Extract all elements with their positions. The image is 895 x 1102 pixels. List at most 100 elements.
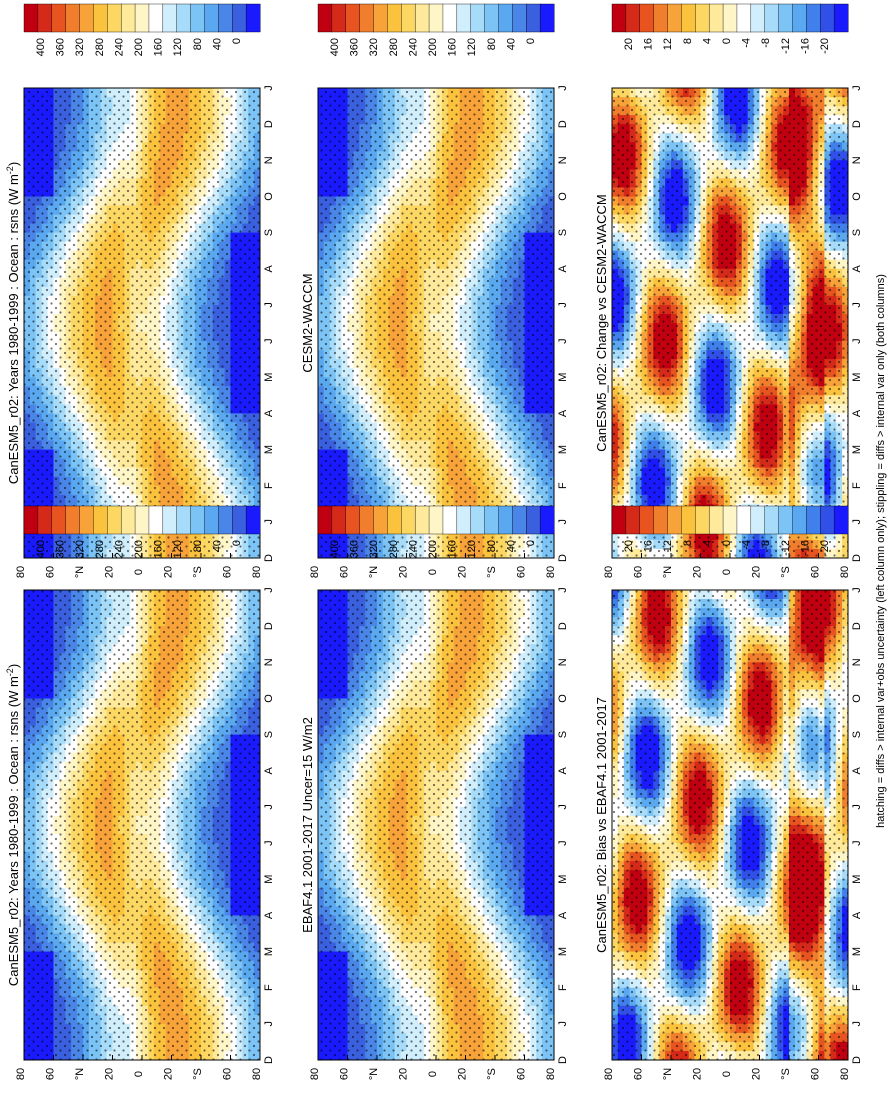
colorbar-swatch [148, 3, 164, 33]
month-tick-label: M [263, 373, 275, 382]
colorbar: 400 360 320 280 240 200 160 120 80 40 0 [23, 3, 261, 56]
colorbar-swatch [162, 3, 178, 33]
colorbar-swatch [373, 3, 388, 33]
month-tick-label: J [557, 338, 569, 344]
colorbar-swatch [218, 3, 233, 33]
colorbar-swatch [23, 3, 39, 33]
colorbar-tick-label: 320 [74, 38, 86, 56]
colorbar-tick-label: 200 [133, 38, 145, 56]
lat-tick-label: 60 [516, 566, 528, 578]
lat-tick-label: 80 [15, 566, 27, 578]
colorbar-tick-label: 40 [505, 38, 517, 50]
month-tick-label: A [557, 264, 569, 272]
colorbar-swatch [470, 3, 486, 33]
month-tick-label: D [557, 554, 569, 562]
figure-footnote: hatching = diffs > internal var+obs unce… [875, 274, 887, 828]
colorbar-tick-label: 400 [329, 38, 341, 56]
lat-tick-label: 0 [133, 569, 145, 575]
lat-tick-label: °S [192, 566, 204, 578]
stippling-overlay [318, 88, 554, 558]
month-tick-label: J [557, 85, 569, 91]
lat-tick-label: 80 [251, 566, 263, 578]
colorbar-tick-label: 280 [388, 38, 400, 56]
month-tick-label: A [263, 264, 275, 272]
month-tick-label: D [263, 120, 275, 128]
month-tick-label: N [557, 156, 569, 164]
panel-5: 80 60 °N 20 0 20 °S 60 80DJFMAMJJASONDJCanESM5_r… [594, 3, 863, 578]
colorbar-swatch [232, 3, 247, 33]
colorbar-tick-label: 120 [172, 38, 184, 56]
colorbar-swatch [317, 3, 333, 33]
month-tick-label: O [263, 192, 275, 201]
lat-tick-label: 80 [545, 566, 557, 578]
month-tick-label: M [557, 445, 569, 454]
lat-tick-label: °N [368, 566, 380, 578]
colorbar-tick-label: 360 [55, 38, 67, 56]
colorbar: 400 360 320 280 240 200 160 120 80 40 0 [317, 3, 555, 56]
month-tick-label: D [557, 120, 569, 128]
panels: 80 60 °N 20 0 20 °S 60 80DJFMAMJJASONDJCanESM5_r… [5, 3, 863, 1080]
lat-tick-label: 0 [427, 569, 439, 575]
colorbar-swatch [65, 3, 81, 33]
colorbar-swatch [204, 3, 219, 33]
month-tick-label: A [263, 409, 275, 417]
colorbar-swatch [79, 3, 94, 33]
month-tick-label: N [263, 156, 275, 164]
colorbar-swatch [120, 3, 136, 33]
colorbar-swatch [526, 3, 541, 33]
colorbar-tick-label: 80 [192, 38, 204, 50]
colorbar-tick-label: 80 [486, 38, 498, 50]
colorbar-swatch [387, 3, 402, 33]
month-tick-label: S [263, 229, 275, 236]
colorbar-tick-label: 360 [349, 38, 361, 56]
colorbar-swatch [498, 3, 513, 33]
colorbar-swatch [414, 3, 430, 33]
panel-3: 80 60 °N 20 0 20 °S 60 80DJFMAMJJASONDJCanESM5_r… [5, 3, 275, 578]
colorbar-swatch [37, 3, 53, 33]
colorbar-tick-label: 280 [94, 38, 106, 56]
colorbar-swatch [401, 3, 416, 33]
month-tick-label: J [263, 302, 275, 308]
month-tick-label: S [557, 229, 569, 236]
month-tick-label: O [557, 192, 569, 201]
colorbar-swatch [512, 3, 527, 33]
lat-tick-label: °N [74, 566, 86, 578]
colorbar-tick-label: 0 [231, 38, 243, 44]
colorbar-swatch [359, 3, 375, 33]
month-tick-label: J [263, 338, 275, 344]
lat-tick-label: 20 [104, 566, 116, 578]
colorbar-tick-label: 0 [525, 38, 537, 44]
colorbar-swatch [245, 3, 261, 33]
lat-tick-label: °S [486, 566, 498, 578]
colorbar-tick-label: 160 [447, 38, 459, 56]
colorbar-tick-label: 160 [153, 38, 165, 56]
colorbar-swatch [331, 3, 347, 33]
colorbar-tick-label: 200 [427, 38, 439, 56]
colorbar-swatch [190, 3, 205, 33]
lat-tick-label: 60 [222, 566, 234, 578]
colorbar-swatch [51, 3, 67, 33]
colorbar-tick-label: 240 [113, 38, 125, 56]
colorbar-swatch [428, 3, 444, 33]
colorbar-tick-label: 400 [35, 38, 47, 56]
colorbar-tick-label: 120 [466, 38, 478, 56]
stippling-overlay [24, 88, 260, 558]
month-tick-label: F [557, 482, 569, 489]
month-tick-label: J [263, 519, 275, 525]
lat-tick-label: 80 [309, 566, 321, 578]
month-tick-label: A [557, 409, 569, 417]
colorbar-tick-label: 240 [407, 38, 419, 56]
colorbar-swatch [176, 3, 192, 33]
colorbar-swatch [442, 3, 458, 33]
colorbar-swatch [345, 3, 361, 33]
colorbar-swatch [539, 3, 555, 33]
month-tick-label: D [263, 554, 275, 562]
colorbar-swatch [484, 3, 499, 33]
lat-tick-label: 60 [45, 566, 57, 578]
colorbar-swatch [93, 3, 108, 33]
panel-title: CESM2-WACCM [300, 273, 315, 372]
month-tick-label: M [263, 445, 275, 454]
month-tick-label: M [557, 373, 569, 382]
colorbar-swatch [134, 3, 150, 33]
